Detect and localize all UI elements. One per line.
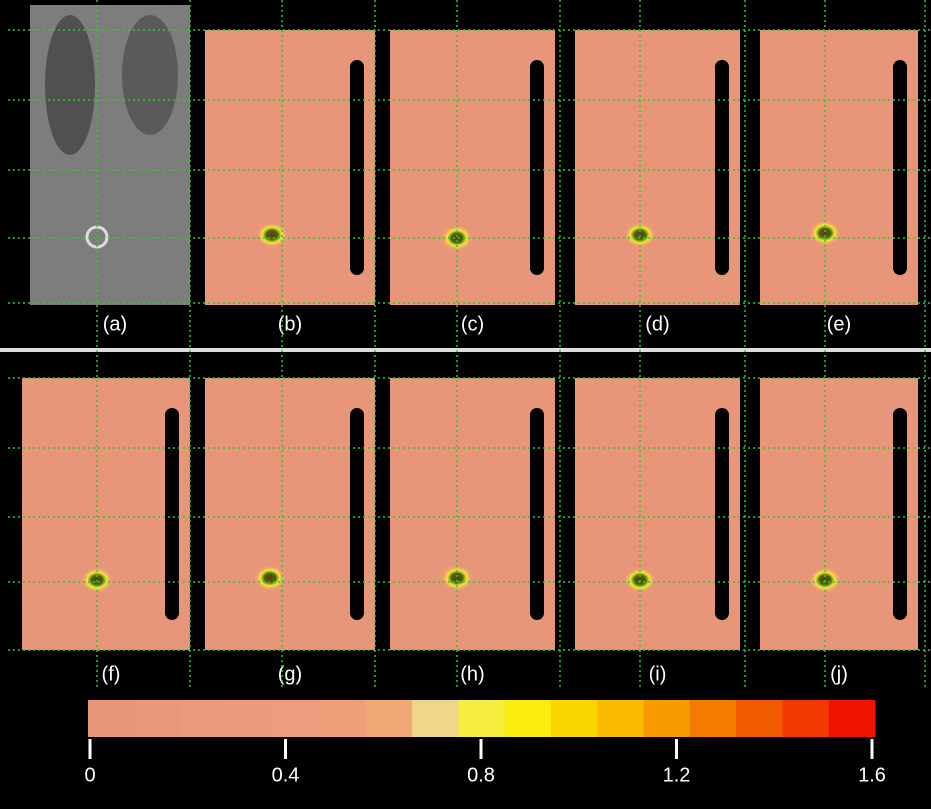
colorbar-segment — [551, 700, 598, 737]
colorbar-segment — [782, 700, 829, 737]
colorbar-segment — [736, 700, 783, 737]
colorbar-tick-label: 1.6 — [858, 764, 886, 786]
dose-map — [205, 378, 375, 650]
body-gap — [715, 408, 729, 620]
panel-label: (j) — [830, 663, 848, 685]
ct-lung — [122, 15, 178, 135]
figure: (a)(b)(c)(d)(e)(f)(g)(h)(i)(j)00.40.81.2… — [0, 0, 931, 804]
colorbar-segment — [412, 700, 459, 737]
panel-label: (i) — [649, 663, 667, 685]
colorbar-tick-label: 0 — [84, 764, 95, 786]
body-gap — [715, 60, 729, 275]
dose-map — [205, 30, 375, 305]
colorbar-segment — [273, 700, 320, 737]
dose-map — [22, 378, 190, 650]
ct-lung — [45, 15, 95, 155]
colorbar-segment — [319, 700, 366, 737]
panel-label: (a) — [103, 313, 127, 335]
colorbar-segment — [829, 700, 876, 737]
colorbar-tick-label: 0.8 — [467, 764, 495, 786]
body-gap — [893, 60, 907, 275]
colorbar-segment — [134, 700, 181, 737]
colorbar-segment — [644, 700, 691, 737]
colorbar-segment — [690, 700, 737, 737]
hot-spot — [441, 565, 473, 591]
colorbar-segment — [458, 700, 505, 737]
body-gap — [350, 60, 364, 275]
colorbar-segment — [227, 700, 274, 737]
body-gap — [530, 60, 544, 275]
colorbar-segment — [88, 700, 135, 737]
panel-label: (c) — [461, 313, 484, 335]
body-gap — [893, 408, 907, 620]
hot-spot — [809, 220, 841, 246]
panel-label: (e) — [827, 313, 851, 335]
colorbar-segment — [505, 700, 552, 737]
hot-spot — [254, 565, 286, 591]
body-gap — [350, 408, 364, 620]
body-gap — [530, 408, 544, 620]
panel-label: (f) — [102, 663, 121, 685]
colorbar-tick-label: 1.2 — [663, 764, 691, 786]
hot-spot — [256, 222, 288, 248]
colorbar-segment — [181, 700, 228, 737]
panel-label: (d) — [645, 313, 669, 335]
page: (a)(b)(c)(d)(e)(f)(g)(h)(i)(j)00.40.81.2… — [0, 0, 931, 809]
colorbar-segment — [597, 700, 644, 737]
colorbar-segment — [366, 700, 413, 737]
colorbar-tick-label: 0.4 — [272, 764, 300, 786]
panel-label: (h) — [460, 663, 484, 685]
body-gap — [165, 408, 179, 620]
